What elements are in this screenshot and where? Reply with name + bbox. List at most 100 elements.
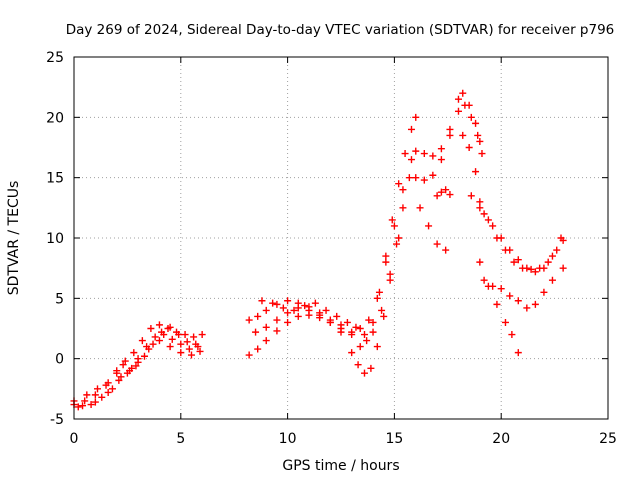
data-point <box>326 318 334 326</box>
data-point <box>523 304 531 312</box>
data-point <box>104 379 112 387</box>
data-point <box>294 304 302 312</box>
y-axis-tick-labels: -5 0 5 10 15 20 25 <box>46 50 64 428</box>
y-tick-label: 15 <box>46 171 64 187</box>
data-point <box>155 337 163 345</box>
data-point <box>196 347 204 355</box>
data-point <box>437 156 445 164</box>
data-point <box>446 125 454 133</box>
data-point <box>527 265 535 273</box>
data-point <box>382 258 390 266</box>
data-point <box>467 192 475 200</box>
x-tick-label: 15 <box>385 431 403 447</box>
plot-frame <box>73 56 609 420</box>
data-series-15 <box>433 186 454 200</box>
data-point <box>93 385 101 393</box>
data-series-6 <box>245 174 413 377</box>
y-tick-label: 5 <box>55 291 64 307</box>
data-point <box>395 234 403 242</box>
data-point <box>393 240 401 248</box>
data-point <box>472 168 480 176</box>
y-tick-label: 10 <box>46 231 64 247</box>
data-point <box>147 325 155 332</box>
data-point <box>284 297 292 305</box>
data-point <box>536 264 544 272</box>
data-series <box>70 89 567 411</box>
data-point <box>119 361 127 369</box>
data-point <box>559 236 567 244</box>
data-point <box>416 204 424 212</box>
data-point <box>501 318 509 326</box>
data-point <box>130 349 138 357</box>
data-point <box>348 328 356 336</box>
data-point <box>113 367 121 375</box>
data-point <box>284 318 292 326</box>
data-point <box>501 246 509 254</box>
data-point <box>395 180 403 188</box>
data-point <box>412 147 420 155</box>
data-point <box>185 345 193 353</box>
data-point <box>420 150 428 158</box>
data-point <box>245 316 253 324</box>
data-point <box>305 306 313 314</box>
data-point <box>166 323 174 331</box>
data-point <box>356 343 364 351</box>
data-point <box>454 107 462 115</box>
x-tick-label: 20 <box>492 431 510 447</box>
data-point <box>140 352 148 360</box>
chart-title: Day 269 of 2024, Sidereal Day-to-day VTE… <box>66 22 615 38</box>
data-series-7 <box>252 156 415 336</box>
data-point <box>252 328 260 336</box>
data-point <box>369 328 377 336</box>
data-point <box>425 222 433 230</box>
data-point <box>390 222 398 230</box>
data-point <box>497 285 505 293</box>
y-tick-label: 20 <box>46 110 64 126</box>
data-point <box>290 306 298 314</box>
data-point <box>123 369 131 377</box>
x-tick-label: 10 <box>279 431 297 447</box>
data-point <box>559 264 567 272</box>
data-point <box>446 131 454 139</box>
data-point <box>480 210 488 218</box>
data-point <box>459 89 467 97</box>
data-point <box>91 398 99 406</box>
data-point <box>151 333 159 341</box>
data-point <box>375 288 383 296</box>
data-point <box>337 325 345 332</box>
data-point <box>548 252 556 260</box>
data-point <box>405 174 413 182</box>
data-point <box>474 131 482 139</box>
data-point <box>198 331 206 339</box>
data-point <box>284 309 292 317</box>
data-point <box>407 125 415 133</box>
data-point <box>373 294 381 302</box>
y-tick-label: 25 <box>46 50 64 66</box>
data-point <box>322 306 330 314</box>
data-point <box>360 331 368 339</box>
data-point <box>531 268 539 276</box>
data-point <box>166 343 174 351</box>
data-point <box>388 216 396 224</box>
data-point <box>531 300 539 308</box>
data-series-11 <box>416 131 565 276</box>
data-point <box>132 362 140 370</box>
data-point <box>506 292 514 300</box>
data-point <box>433 240 441 248</box>
data-point <box>465 144 473 151</box>
x-tick-label: 5 <box>176 431 185 447</box>
y-tick-label: 0 <box>55 352 64 368</box>
x-tick-label: 25 <box>599 431 617 447</box>
data-point <box>454 95 462 103</box>
data-point <box>363 337 371 345</box>
data-point <box>294 312 302 320</box>
data-point <box>356 325 364 332</box>
data-point <box>461 101 469 109</box>
data-point <box>145 345 153 353</box>
data-point <box>380 312 388 320</box>
data-point <box>262 337 270 345</box>
data-point <box>91 391 99 399</box>
y-axis-label: SDTVAR / TECUs <box>6 181 22 296</box>
